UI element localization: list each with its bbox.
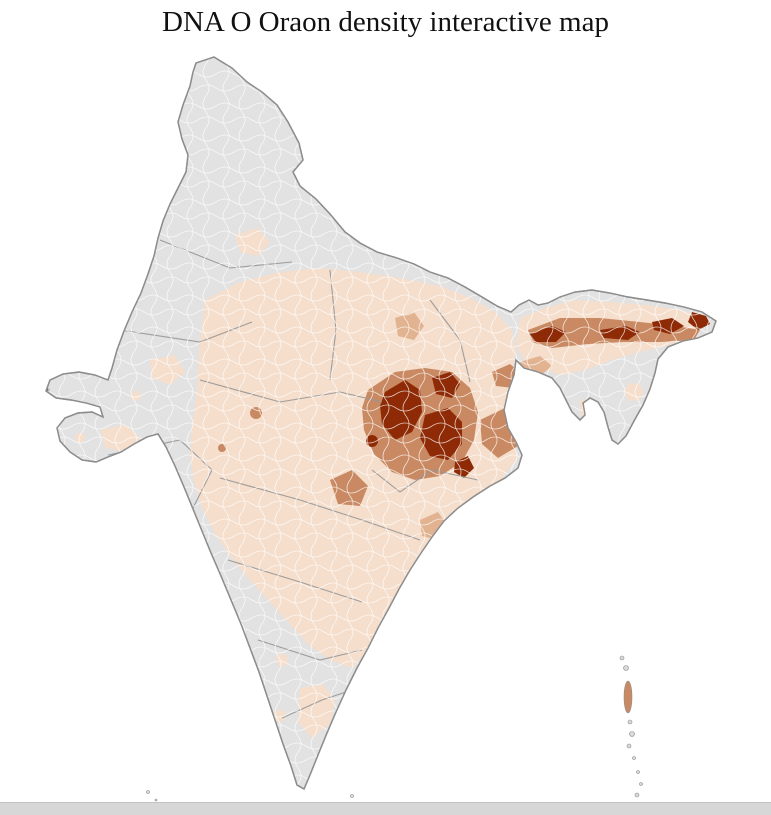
dark-district-kolkata[interactable] (525, 444, 548, 470)
page-title: DNA O Oraon density interactive map (162, 6, 609, 38)
islands[interactable] (146, 655, 643, 802)
nicobar-island[interactable] (639, 782, 643, 786)
andaman-island[interactable] (619, 655, 625, 661)
andaman-island[interactable] (626, 743, 632, 749)
minicoy-island[interactable] (350, 794, 354, 798)
nicobar-island[interactable] (634, 792, 640, 798)
bottom-scrollbar[interactable] (0, 802, 771, 815)
andaman-island[interactable] (632, 756, 636, 760)
andaman-island-colored[interactable] (623, 680, 633, 714)
andaman-island[interactable] (623, 665, 629, 671)
andaman-island[interactable] (629, 731, 635, 737)
medium-density-goa[interactable] (185, 584, 208, 620)
lakshadweep-island[interactable] (154, 798, 158, 802)
nicobar-island[interactable] (636, 770, 640, 774)
lakshadweep-island[interactable] (146, 790, 150, 794)
andaman-island[interactable] (627, 719, 633, 725)
